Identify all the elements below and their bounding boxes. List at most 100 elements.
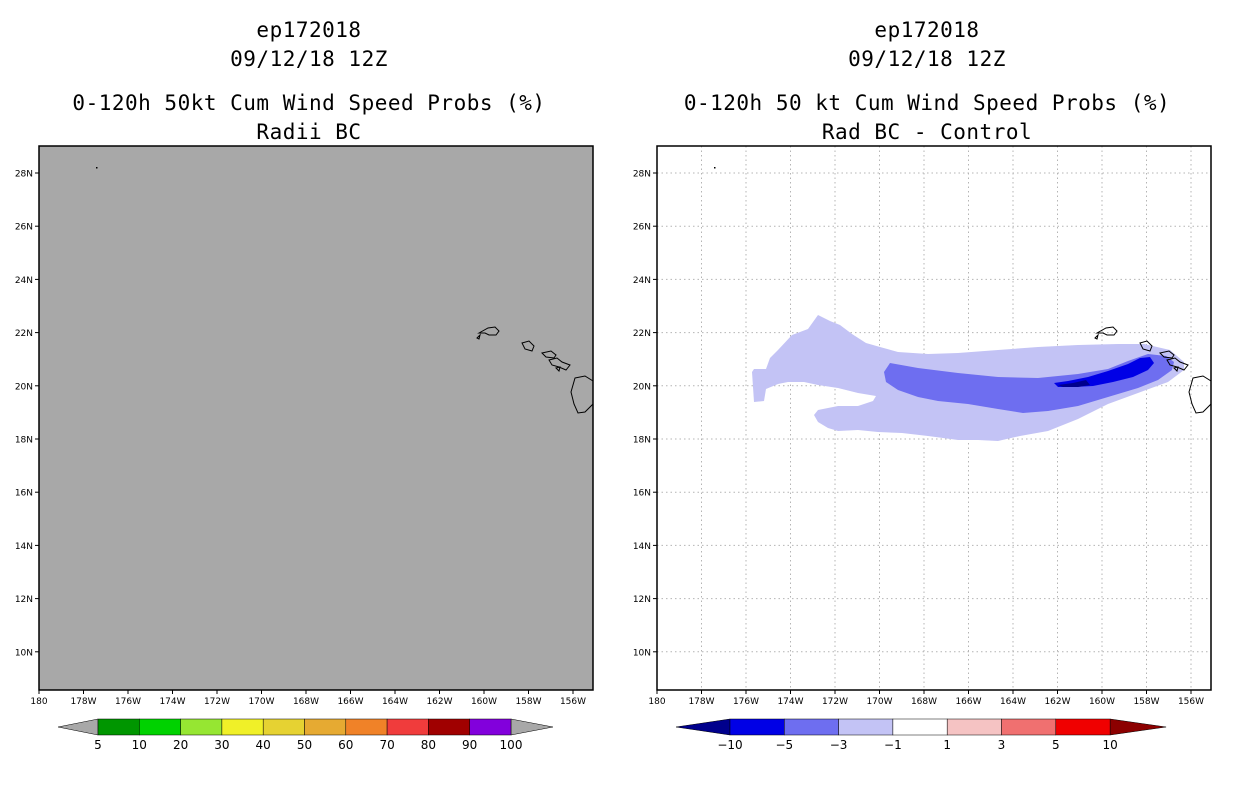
left-colorbar-swatch [180,718,223,736]
right-lon-label: 170W [866,697,892,707]
right-colorbar-label: 10 [1102,738,1117,752]
right-lon-label: 162W [1044,697,1070,707]
right-colorbar-swatch [1001,718,1057,736]
left-lat-label: 24N [15,276,33,286]
left-island-outline [477,326,500,336]
right-lat-label: 16N [633,489,651,499]
right-lat-label: 22N [633,329,651,339]
left-colorbar-swatch [97,718,140,736]
left-subtitle: Radii BC [256,120,362,144]
right-colorbar-swatch [838,718,894,736]
right-lon-label: 156W [1178,697,1204,707]
right-island-outline [1173,366,1179,372]
left-lat-label: 14N [15,542,33,552]
right-map: 28N 26N 24N 22N 20N 18N 16N 14N 12N 10N 180 178W 176… [633,145,1212,752]
left-island-outline [570,375,594,414]
left-lon-label: 178W [70,697,96,707]
right-lat-label: 20N [633,382,651,392]
left-lon-label: 180 [30,697,47,707]
left-colorbar-label: 30 [214,738,229,752]
left-colorbar: 5 10 20 30 40 50 60 70 80 90 100 [57,718,554,752]
right-colorbar-label: −1 [884,738,902,752]
right-colorbar-tip-high [1109,718,1167,736]
left-colorbar-label: 60 [338,738,353,752]
left-lat-label: 22N [15,329,33,339]
left-colorbar-swatch [386,718,429,736]
right-lat-label: 12N [633,595,651,605]
left-panel: ep172018 09/12/18 12Z 0-120h 50kt Cum Wi… [15,18,594,752]
right-island-outline [1159,350,1175,359]
left-colorbar-swatch [139,718,181,736]
left-colorbar-swatch [345,718,388,736]
left-colorbar-label: 40 [256,738,271,752]
left-colorbar-swatch [469,718,512,736]
right-map-frame [656,145,1212,691]
left-lon-label: 172W [204,697,230,707]
left-map-content [96,167,594,414]
left-lat-label: 20N [15,382,33,392]
left-lon-label: 170W [248,697,274,707]
left-colorbar-label: 70 [379,738,394,752]
right-contour-minus5-to-minus10 [1054,357,1154,387]
right-storm-id: ep172018 [874,18,980,42]
left-lon-label: 158W [515,697,541,707]
right-lat-label: 10N [633,648,651,658]
right-lat-label: 18N [633,436,651,446]
left-lat-label: 26N [15,223,33,233]
right-contour-below-minus10 [1058,380,1090,387]
right-island-outline [1094,333,1099,340]
right-lon-label: 176W [733,697,759,707]
right-panel: ep172018 09/12/18 12Z 0-120h 50 kt Cum W… [618,0,1236,800]
right-lon-label: 168W [911,697,937,707]
right-lat-label: 28N [633,170,651,180]
left-lat-label: 28N [15,170,33,180]
right-colorbar-label: 3 [998,738,1006,752]
left-colorbar-swatch [262,718,305,736]
left-island-outline [555,366,561,372]
left-lon-label: 176W [115,697,141,707]
right-colorbar-swatch [729,718,785,736]
right-colorbar-label: −3 [830,738,848,752]
right-colorbar-label: 1 [943,738,951,752]
left-colorbar-label: 5 [94,738,102,752]
right-lon-label: 164W [1000,697,1026,707]
right-lon-label: 174W [777,697,803,707]
right-lon-label: 160W [1089,697,1115,707]
left-island-outline [476,333,481,340]
right-colorbar-swatch [892,718,948,736]
right-product-title: 0-120h 50 kt Cum Wind Speed Probs (%) [683,91,1171,115]
left-map: 28N 26N 24N 22N 20N 18N 16N 14N 12N 10N 180 178W 176… [15,145,594,752]
right-lon-label: 166W [955,697,981,707]
right-colorbar: −10 −5 −3 −1 1 3 5 10 [675,718,1167,752]
right-lat-label: 24N [633,276,651,286]
left-lon-label: 166W [337,697,363,707]
left-map-frame [38,145,594,691]
right-map-content [657,146,1212,690]
right-lon-label: 172W [822,697,848,707]
right-lon-label: 178W [688,697,714,707]
left-island-outline [521,340,535,352]
right-subtitle: Rad BC - Control [821,120,1033,144]
left-colorbar-swatch [304,718,347,736]
right-lon-label: 158W [1133,697,1159,707]
right-date: 09/12/18 12Z [848,47,1006,71]
left-storm-id: ep172018 [256,18,362,42]
left-colorbar-label: 80 [421,738,436,752]
left-lat-label: 16N [15,489,33,499]
left-lat-label: 10N [15,648,33,658]
left-lon-label: 162W [426,697,452,707]
right-colorbar-swatch [946,718,1002,736]
left-lon-label: 160W [471,697,497,707]
right-colorbar-swatch [1055,718,1111,736]
left-island-dot [96,167,98,169]
right-contour-minus3-to-minus5 [884,354,1174,413]
left-lat-label: 12N [15,595,33,605]
left-lon-label: 156W [560,697,586,707]
left-probability-fill [39,146,593,690]
left-colorbar-tip-high [510,718,554,736]
right-colorbar-label: −5 [775,738,793,752]
left-lon-label: 174W [159,697,185,707]
right-colorbar-label: 5 [1052,738,1060,752]
right-lon-label: 180 [648,697,665,707]
right-island-outline [1166,357,1189,371]
